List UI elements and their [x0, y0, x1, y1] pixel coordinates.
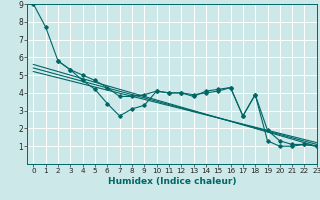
X-axis label: Humidex (Indice chaleur): Humidex (Indice chaleur) [108, 177, 236, 186]
